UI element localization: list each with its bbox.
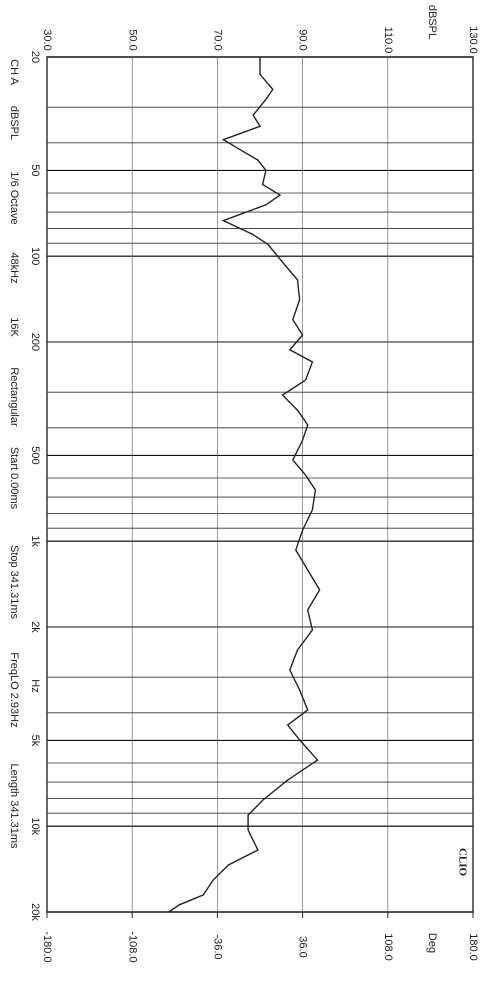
info-text: 1/6 Octave	[8, 171, 20, 224]
info-text: FreqLO 2.93Hz	[8, 652, 20, 727]
info-text: 16K	[8, 317, 20, 337]
x-tick-label: 20k	[29, 903, 41, 921]
x-tick-label: 100	[29, 247, 41, 265]
y-tick-label: 110.0	[382, 27, 394, 54]
info-text: Rectangular	[8, 367, 20, 427]
y2-tick-label: 36.0	[297, 936, 309, 957]
y2-tick-label: -108.0	[126, 931, 138, 962]
info-text: Stop 341.31ms	[8, 545, 20, 619]
y2-tick-label: 180.0	[467, 933, 479, 961]
x-axis-label: Hz	[29, 679, 41, 692]
x-tick-label: 1k	[29, 535, 41, 547]
response-curve	[168, 57, 321, 913]
x-tick-label: 500	[29, 446, 41, 464]
y-tick-label: 70.0	[211, 29, 223, 50]
y2-tick-label: -36.0	[211, 934, 223, 959]
x-tick-label: 200	[29, 333, 41, 351]
info-text: 48kHz	[8, 252, 20, 283]
y2-tick-label: -180.0	[41, 931, 53, 962]
x-tick-label: 5k	[29, 735, 41, 747]
info-text: dBSPL	[8, 106, 20, 140]
x-tick-label: 20	[29, 51, 41, 63]
x-tick-label: 10k	[29, 817, 41, 835]
y-axis-label: dBSPL	[426, 5, 438, 39]
y2-axis-label: Deg	[426, 933, 438, 953]
y2-tick-label: 108.0	[382, 933, 394, 961]
y-tick-label: 130.0	[467, 26, 479, 54]
x-tick-label: 2k	[29, 621, 41, 633]
plot-frame	[46, 56, 474, 913]
info-text: Start 0.00ms	[8, 447, 20, 510]
info-text: CH A	[8, 59, 20, 85]
info-text: Length 341.31ms	[8, 763, 20, 849]
logo: CLIO	[456, 848, 468, 877]
y-tick-label: 90.0	[297, 29, 309, 50]
x-tick-label: 50	[29, 164, 41, 176]
y-tick-label: 50.0	[126, 29, 138, 50]
y-tick-label: 30.0	[41, 29, 53, 50]
